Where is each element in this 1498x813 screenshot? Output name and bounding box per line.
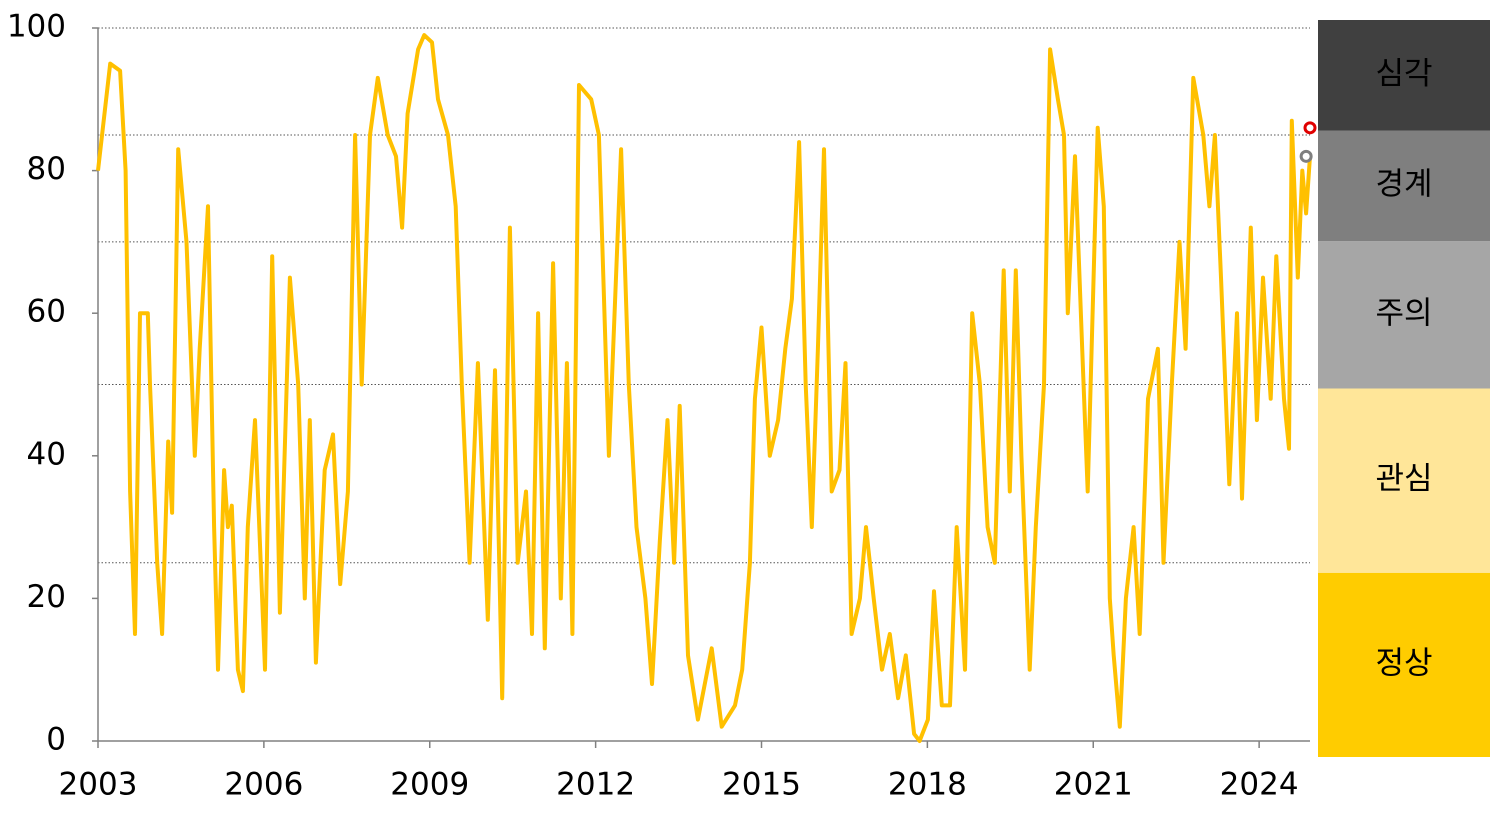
x-tick-label: 2015 — [722, 767, 801, 803]
x-tick-label: 2012 — [556, 767, 635, 803]
y-tick-label: 100 — [7, 9, 66, 45]
x-tick-label: 2006 — [224, 767, 303, 803]
y-tick-label: 40 — [27, 436, 66, 472]
y-tick-label: 60 — [27, 294, 66, 330]
band-label: 관심 — [1375, 461, 1432, 497]
end-marker — [1303, 121, 1317, 135]
band — [1318, 130, 1490, 242]
band-label: 정상 — [1375, 645, 1432, 681]
series-line — [96, 33, 1312, 743]
x-tick-label: 2009 — [390, 767, 469, 803]
band-label: 심각 — [1375, 56, 1432, 92]
x-tick-label: 2024 — [1220, 767, 1299, 803]
y-tick-label: 20 — [27, 579, 66, 615]
y-tick-label: 80 — [27, 151, 66, 187]
end-marker — [1299, 149, 1313, 163]
x-tick-label: 2018 — [888, 767, 967, 803]
band — [1318, 388, 1490, 573]
band — [1318, 20, 1490, 131]
x-tick-label: 2021 — [1054, 767, 1133, 803]
band — [1318, 572, 1490, 757]
band-label: 주의 — [1375, 295, 1432, 331]
band-label: 경계 — [1375, 166, 1432, 202]
band — [1318, 241, 1490, 389]
x-tick-label: 2003 — [59, 767, 138, 803]
y-tick-label: 0 — [46, 722, 66, 758]
